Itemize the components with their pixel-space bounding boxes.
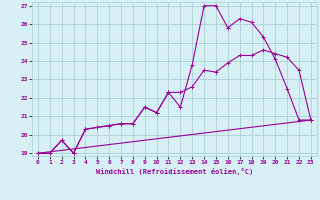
X-axis label: Windchill (Refroidissement éolien,°C): Windchill (Refroidissement éolien,°C): [96, 168, 253, 175]
